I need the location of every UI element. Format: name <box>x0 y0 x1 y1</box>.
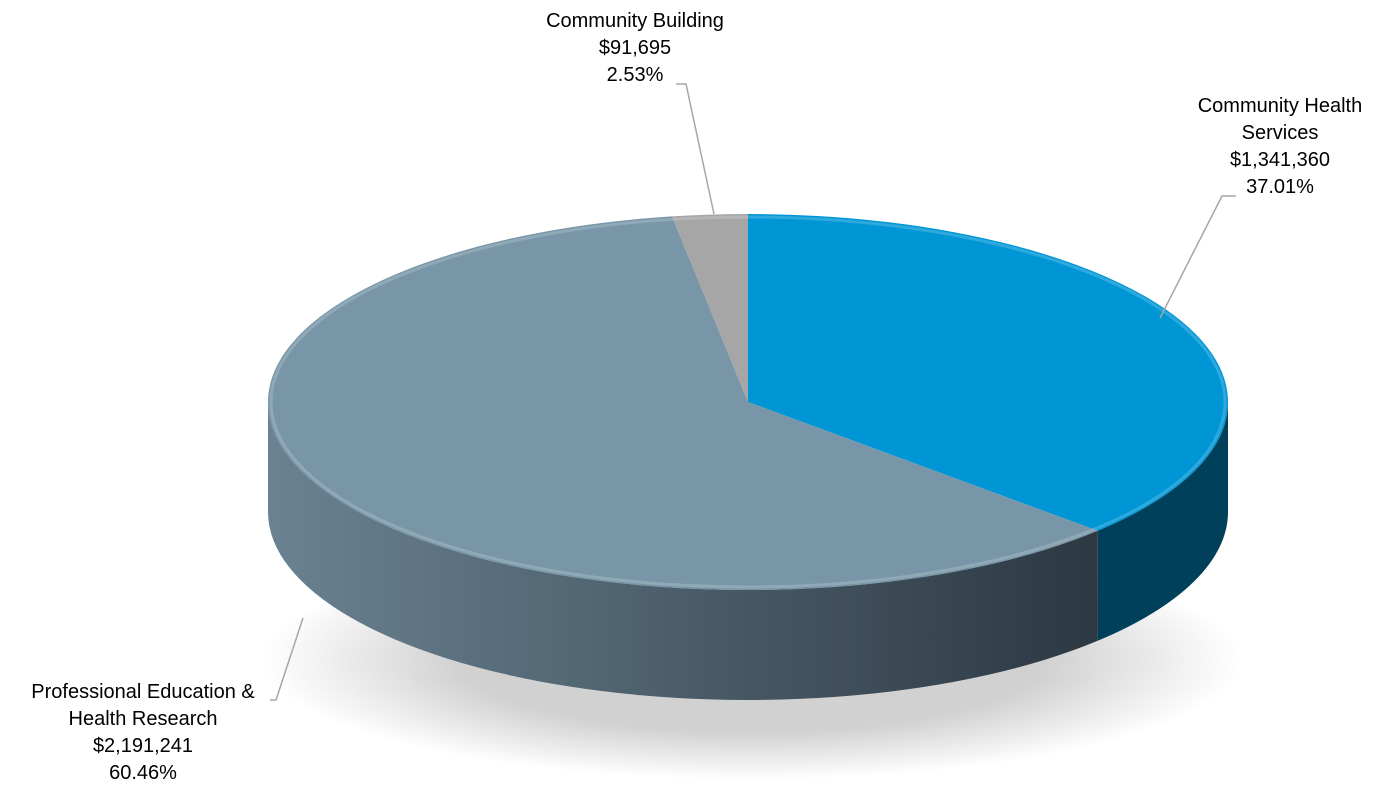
data-label-professional_education_health_research: Professional Education & Health Research $… <box>31 681 255 784</box>
leader-lines <box>270 83 1236 701</box>
slice-label-value: $1,341,360 <box>1230 149 1330 171</box>
slice-label-name-line-1: Community Health <box>1198 95 1363 117</box>
pie-sides <box>268 402 1228 700</box>
pie-tops <box>267 214 1228 591</box>
slice-label-name-line-1: Community Building <box>546 10 724 32</box>
pie-slice-professional_education_health_research <box>267 216 1098 591</box>
slice-label-name-line-2: Services <box>1242 122 1319 144</box>
slice-label-name-line-2: Health Research <box>69 708 218 730</box>
pie-side-community_health_services <box>1097 402 1228 641</box>
slice-label-value: $91,695 <box>599 37 671 59</box>
slice-label-value: $2,191,241 <box>93 735 193 757</box>
data-label-community_health_services: Community Health Services $1,341,360 37.01% <box>1198 95 1363 198</box>
slice-label-name-line-1: Professional Education & <box>31 681 255 703</box>
slice-label-percent: 37.01% <box>1246 176 1314 198</box>
data-label-community_building: Community Building $91,695 2.53% <box>546 10 724 86</box>
leader-line-community_health_services <box>1159 195 1236 319</box>
leader-line-community_building <box>676 83 715 215</box>
slice-labels: Community Health Services $1,341,360 37.01%… <box>31 10 1362 784</box>
slice-label-percent: 60.46% <box>109 762 177 784</box>
pie-side-professional_education_health_research <box>268 402 1098 700</box>
pie-slice-community_building <box>672 214 748 402</box>
pie-slice-community_health_services <box>748 214 1228 531</box>
slice-label-percent: 2.53% <box>607 64 664 86</box>
pie-rim-highlight <box>269 215 1227 589</box>
leader-line-professional_education_health_research <box>270 617 304 701</box>
